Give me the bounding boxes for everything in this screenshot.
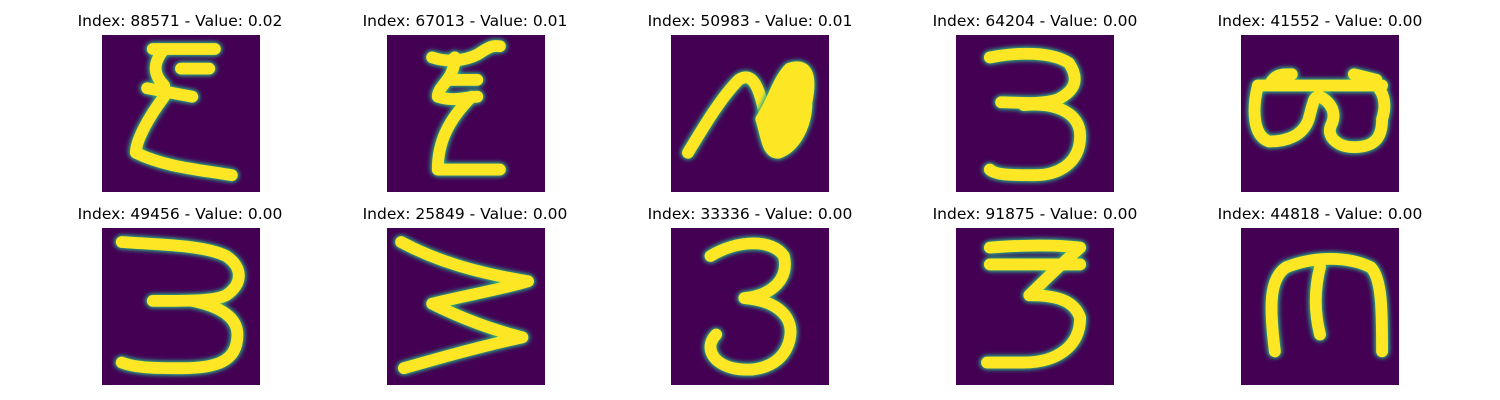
tile-title: Index: 50983 - Value: 0.01 <box>647 12 853 30</box>
tile-title: Index: 67013 - Value: 0.01 <box>362 12 568 30</box>
tile-title: Index: 33336 - Value: 0.00 <box>647 205 853 223</box>
tile-title: Index: 64204 - Value: 0.00 <box>932 12 1138 30</box>
glyph-image <box>956 35 1114 192</box>
glyph-image <box>387 35 545 192</box>
glyph-image <box>671 35 829 192</box>
glyph-image <box>671 228 829 385</box>
tile-title: Index: 91875 - Value: 0.00 <box>932 205 1138 223</box>
tile-title: Index: 49456 - Value: 0.00 <box>77 205 283 223</box>
glyph-image <box>102 35 260 192</box>
glyph-image <box>956 228 1114 385</box>
tile-title: Index: 25849 - Value: 0.00 <box>362 205 568 223</box>
tile-title: Index: 44818 - Value: 0.00 <box>1217 205 1423 223</box>
glyph-image <box>387 228 545 385</box>
glyph-image <box>102 228 260 385</box>
glyph-image <box>1241 228 1399 385</box>
tile-title: Index: 88571 - Value: 0.02 <box>77 12 283 30</box>
glyph-image <box>1241 35 1399 192</box>
tile-title: Index: 41552 - Value: 0.00 <box>1217 12 1423 30</box>
